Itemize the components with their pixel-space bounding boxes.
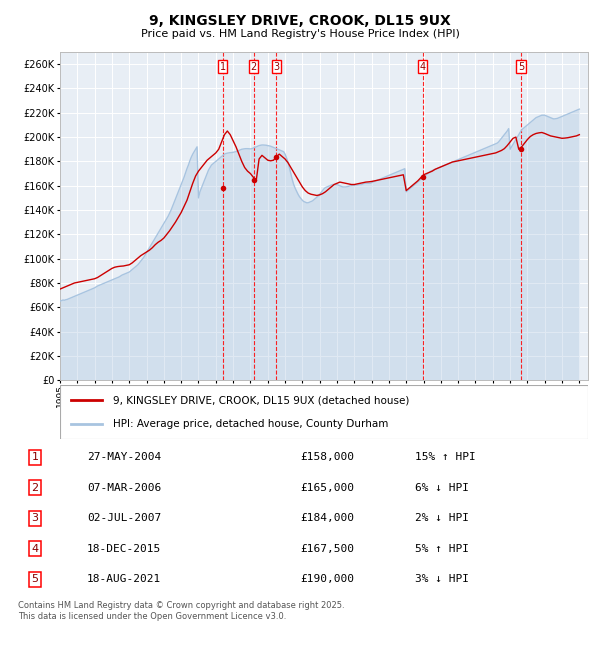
Text: £190,000: £190,000 <box>300 575 354 584</box>
Text: £158,000: £158,000 <box>300 452 354 462</box>
Text: 3: 3 <box>32 514 38 523</box>
Text: 07-MAR-2006: 07-MAR-2006 <box>87 483 161 493</box>
Text: 5% ↑ HPI: 5% ↑ HPI <box>415 544 469 554</box>
Text: Price paid vs. HM Land Registry's House Price Index (HPI): Price paid vs. HM Land Registry's House … <box>140 29 460 39</box>
Text: 5: 5 <box>32 575 38 584</box>
Text: Contains HM Land Registry data © Crown copyright and database right 2025.
This d: Contains HM Land Registry data © Crown c… <box>18 601 344 621</box>
Text: 9, KINGSLEY DRIVE, CROOK, DL15 9UX: 9, KINGSLEY DRIVE, CROOK, DL15 9UX <box>149 14 451 29</box>
Text: 5: 5 <box>518 62 524 72</box>
Text: 2: 2 <box>31 483 38 493</box>
Text: 3: 3 <box>274 62 280 72</box>
Text: 4: 4 <box>31 544 38 554</box>
Text: 2: 2 <box>250 62 257 72</box>
Text: 02-JUL-2007: 02-JUL-2007 <box>87 514 161 523</box>
Text: 6% ↓ HPI: 6% ↓ HPI <box>415 483 469 493</box>
Text: £165,000: £165,000 <box>300 483 354 493</box>
Text: 27-MAY-2004: 27-MAY-2004 <box>87 452 161 462</box>
Text: 18-AUG-2021: 18-AUG-2021 <box>87 575 161 584</box>
Text: 15% ↑ HPI: 15% ↑ HPI <box>415 452 476 462</box>
Text: 9, KINGSLEY DRIVE, CROOK, DL15 9UX (detached house): 9, KINGSLEY DRIVE, CROOK, DL15 9UX (deta… <box>113 395 409 406</box>
Text: 1: 1 <box>220 62 226 72</box>
Text: 1: 1 <box>32 452 38 462</box>
Text: £167,500: £167,500 <box>300 544 354 554</box>
Text: 2% ↓ HPI: 2% ↓ HPI <box>415 514 469 523</box>
Text: HPI: Average price, detached house, County Durham: HPI: Average price, detached house, Coun… <box>113 419 388 429</box>
Text: £184,000: £184,000 <box>300 514 354 523</box>
Text: 4: 4 <box>420 62 426 72</box>
Text: 18-DEC-2015: 18-DEC-2015 <box>87 544 161 554</box>
Text: 3% ↓ HPI: 3% ↓ HPI <box>415 575 469 584</box>
